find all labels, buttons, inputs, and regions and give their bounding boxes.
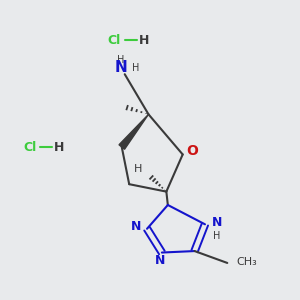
Text: H: H bbox=[54, 140, 64, 154]
Text: N: N bbox=[212, 216, 222, 229]
Text: H: H bbox=[132, 63, 140, 73]
Text: N: N bbox=[115, 60, 128, 75]
Text: H: H bbox=[213, 231, 220, 241]
Text: Cl: Cl bbox=[108, 34, 121, 46]
Text: N: N bbox=[155, 254, 166, 267]
Text: CH₃: CH₃ bbox=[236, 257, 257, 267]
Text: H: H bbox=[134, 164, 142, 174]
Text: Cl: Cl bbox=[23, 140, 36, 154]
Text: N: N bbox=[130, 220, 141, 233]
Text: O: O bbox=[186, 145, 198, 158]
Polygon shape bbox=[119, 114, 148, 149]
Text: H: H bbox=[139, 34, 149, 46]
Text: H: H bbox=[118, 55, 125, 65]
